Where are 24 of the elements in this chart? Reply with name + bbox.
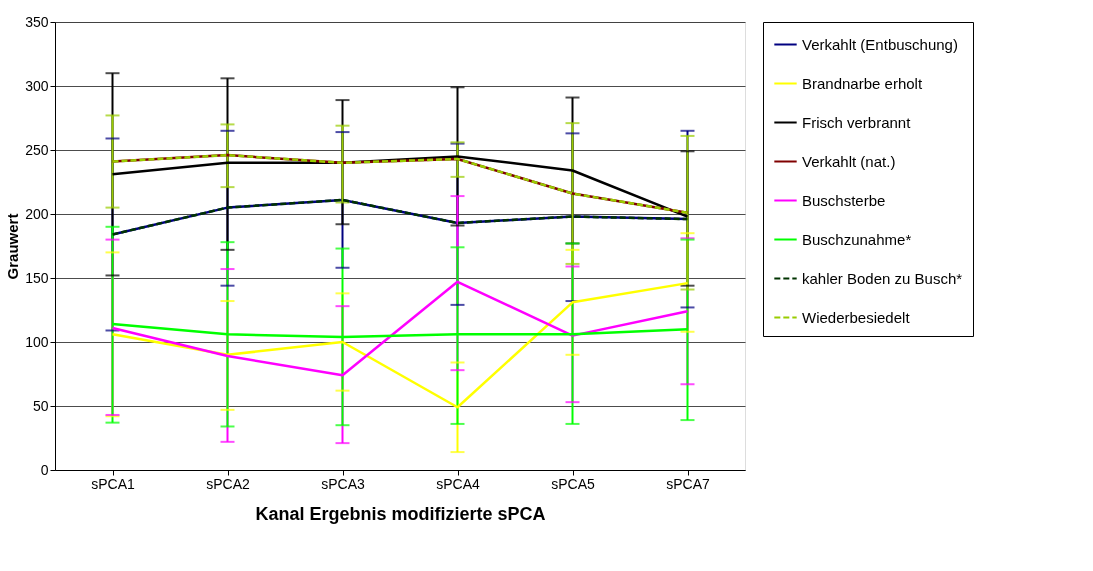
y-tick-label: 350 bbox=[25, 13, 49, 30]
x-tick-label: sPCA1 bbox=[91, 475, 135, 492]
y-tick-label: 100 bbox=[25, 333, 49, 350]
y-tick-label: 50 bbox=[32, 397, 49, 414]
x-tick-label: sPCA3 bbox=[321, 475, 365, 492]
y-tick-label: 300 bbox=[25, 77, 49, 94]
legend-label: kahler Boden zu Busch* bbox=[802, 269, 963, 287]
legend-label: Buschsterbe bbox=[802, 191, 886, 209]
legend-label: Frisch verbrannt bbox=[802, 113, 912, 131]
legend-label: Verkahlt (nat.) bbox=[802, 152, 896, 170]
x-tick-label: sPCA5 bbox=[551, 475, 595, 492]
x-tick-label: sPCA4 bbox=[436, 475, 480, 492]
y-axis-title: Grauwert bbox=[4, 213, 22, 280]
x-tick-label: sPCA2 bbox=[206, 475, 250, 492]
legend-label: Brandnarbe erholt bbox=[802, 74, 923, 92]
y-tick-label: 0 bbox=[40, 461, 49, 478]
y-tick-label: 200 bbox=[25, 205, 49, 222]
legend-label: Wiederbesiedelt bbox=[802, 308, 911, 326]
x-axis-title: Kanal Ergebnis modifizierte sPCA bbox=[255, 503, 546, 524]
y-tick-label: 150 bbox=[25, 269, 49, 286]
x-tick-label: sPCA7 bbox=[666, 475, 710, 492]
y-tick-label: 250 bbox=[25, 141, 49, 158]
legend-label: Verkahlt (Entbuschung) bbox=[802, 35, 958, 53]
legend-label: Buschzunahme* bbox=[802, 230, 912, 248]
